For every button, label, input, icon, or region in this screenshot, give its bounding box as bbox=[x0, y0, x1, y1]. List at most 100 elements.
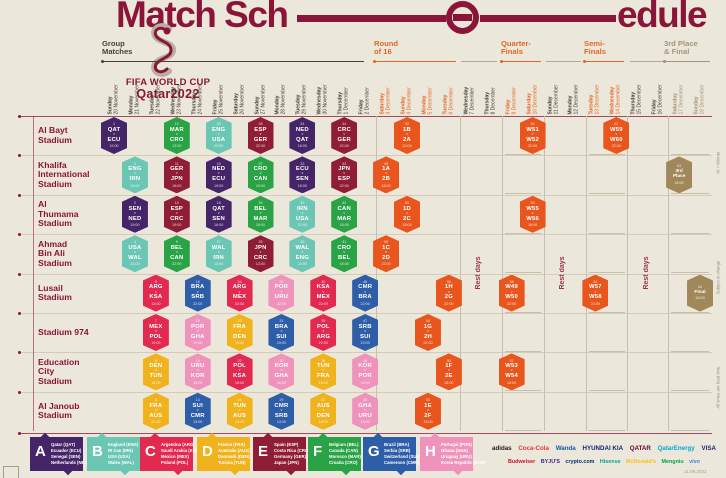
match-hexagon: 3 ENG v IRN 16:00 bbox=[121, 156, 148, 194]
group-box-H: H Portugal (POR) Ghana (GHA) Uruguay (URU) K… bbox=[420, 432, 486, 476]
sponsor-row-secondary: Budweiser BYJU'S crypto.com Hisense McDonald… bbox=[508, 459, 700, 465]
date-value: 2 December bbox=[364, 87, 371, 115]
team-code: NED bbox=[212, 166, 226, 173]
logo-wordmark-line2: Qatar2022 bbox=[136, 87, 200, 101]
date-label: Friday 16 December bbox=[652, 61, 664, 115]
team-code: TUN bbox=[233, 402, 246, 409]
kickoff-time: 13:00 bbox=[276, 419, 287, 424]
match-number: 30 bbox=[279, 358, 284, 363]
stadium-label: Al Janoub Stadium bbox=[38, 401, 108, 421]
sponsor-logo-wanda: Wanda bbox=[555, 445, 576, 452]
stadium-label-line: Stadium bbox=[38, 375, 72, 386]
team-code: BEL bbox=[254, 205, 267, 212]
section-rule-sf bbox=[583, 60, 624, 63]
team-code: JPN bbox=[170, 176, 183, 183]
team-code: URU bbox=[191, 363, 205, 370]
match-hexagon: 16 BRA v SRB 22:00 bbox=[184, 274, 211, 312]
sponsor-logo-crypto-com: crypto.com bbox=[565, 459, 595, 465]
match-number: 64 bbox=[697, 285, 703, 290]
match-number: 48 bbox=[363, 279, 368, 284]
section-rule-dot bbox=[663, 60, 666, 63]
team-code: POL bbox=[149, 333, 163, 340]
match-number: 34 bbox=[300, 122, 305, 127]
team-code: W54 bbox=[505, 373, 519, 380]
rest-days-label: Rest days bbox=[475, 256, 483, 290]
rule-dot bbox=[18, 351, 21, 355]
match-hexagon: 61 W57 v W58 22:00 bbox=[582, 274, 609, 312]
team-code: CAN bbox=[253, 176, 268, 183]
row-separator bbox=[19, 313, 712, 314]
match-hexagon: 14 URU v KOR 16:00 bbox=[184, 353, 211, 391]
knockout-slot-line bbox=[671, 154, 709, 155]
team-code: FRA bbox=[233, 323, 246, 330]
match-number: 31 bbox=[279, 319, 284, 324]
kickoff-time: 16:00 bbox=[214, 222, 224, 227]
date-value: 10 December bbox=[531, 84, 538, 115]
team-code: SUI bbox=[192, 402, 203, 409]
match-hexagon: 15 POR v GHA 19:00 bbox=[184, 314, 211, 351]
phase-divider bbox=[459, 116, 461, 431]
kickoff-time: 13:00 bbox=[151, 301, 161, 306]
team-code: CAN bbox=[337, 205, 351, 212]
kickoff-time: 13:00 bbox=[172, 144, 182, 149]
match-number: 32 bbox=[279, 279, 284, 284]
section-label-f3: 3rd Place & Final bbox=[664, 39, 698, 57]
team-code: CMR bbox=[358, 284, 373, 291]
stadium-label-line: Bin Ali bbox=[38, 248, 65, 259]
kickoff-time: 22:00 bbox=[339, 183, 349, 188]
team-code: W55 bbox=[526, 205, 539, 212]
knockout-slot-line bbox=[505, 351, 541, 352]
versus-mark: v bbox=[259, 210, 262, 215]
team-code: SEN bbox=[212, 215, 225, 222]
section-rule-dot bbox=[101, 60, 104, 63]
group-box-notch bbox=[63, 466, 73, 476]
group-box-C: C Argentina (ARG) Saudi Arabia (KSA) Mexico… bbox=[140, 432, 200, 476]
kickoff-time: 13:00 bbox=[214, 262, 224, 267]
match-number: 13 bbox=[195, 398, 200, 402]
team-code: W52 bbox=[526, 136, 539, 143]
match-hexagon: 45 GHA v URU 18:00 bbox=[352, 392, 379, 430]
date-value: 30 November bbox=[322, 84, 329, 115]
stadium-label-line: Stadium bbox=[38, 134, 72, 145]
group-team: Mexico (MEX) bbox=[161, 453, 189, 459]
team-code: QAT bbox=[107, 126, 121, 133]
stadium-label-line: Ahmad bbox=[38, 238, 68, 249]
date-label: Tuesday 6 December bbox=[442, 61, 454, 114]
team-code: KSA bbox=[233, 373, 247, 380]
stadium-label: Stadium 974 bbox=[38, 327, 108, 338]
team-code: IRN bbox=[213, 255, 225, 262]
poster-title-left: Match Sch bbox=[116, 0, 289, 35]
group-team: USA (USA) bbox=[108, 453, 131, 459]
team-code: MAR bbox=[253, 215, 268, 222]
versus-mark: v bbox=[322, 368, 325, 373]
group-team: Ecuador (ECU) bbox=[51, 447, 82, 453]
versus-mark: v bbox=[531, 210, 534, 215]
versus-mark: v bbox=[385, 250, 387, 255]
date-value: 23 November bbox=[175, 84, 182, 115]
match-hexagon: 28 ESP v GER 22:00 bbox=[247, 117, 274, 154]
team-code: BEL bbox=[170, 244, 183, 251]
date-value: 5 December bbox=[427, 87, 434, 115]
kickoff-time: 22:00 bbox=[381, 262, 391, 267]
group-box-notch bbox=[263, 432, 273, 442]
versus-mark: v bbox=[427, 407, 429, 412]
match-hexagon: 26 BEL v MAR 16:00 bbox=[247, 195, 274, 233]
team-code: SEN bbox=[128, 205, 142, 212]
match-number: 40 bbox=[321, 279, 326, 284]
match-hexagon: 40 KSA v MEX 22:00 bbox=[310, 274, 337, 312]
section-label-sf: Semi- Finals bbox=[584, 39, 606, 57]
kickoff-time: 22:00 bbox=[402, 144, 412, 149]
versus-mark: v bbox=[531, 132, 534, 137]
date-value: 16 December bbox=[657, 84, 664, 115]
kickoff-time: 16:00 bbox=[130, 183, 140, 188]
date-label: Tuesday 29 November bbox=[296, 61, 308, 114]
team-code: JPN bbox=[254, 244, 267, 251]
match-number: 3 bbox=[133, 161, 136, 166]
kickoff-time: 18:00 bbox=[527, 222, 538, 227]
stadium-label-line: Al bbox=[38, 199, 47, 210]
versus-mark: v bbox=[217, 250, 220, 255]
team-code: SUI bbox=[276, 333, 287, 340]
date-label: Sunday 11 December bbox=[547, 61, 559, 115]
stadium-label-line: Stadium bbox=[38, 178, 72, 189]
date-value: 20 November bbox=[113, 84, 120, 115]
